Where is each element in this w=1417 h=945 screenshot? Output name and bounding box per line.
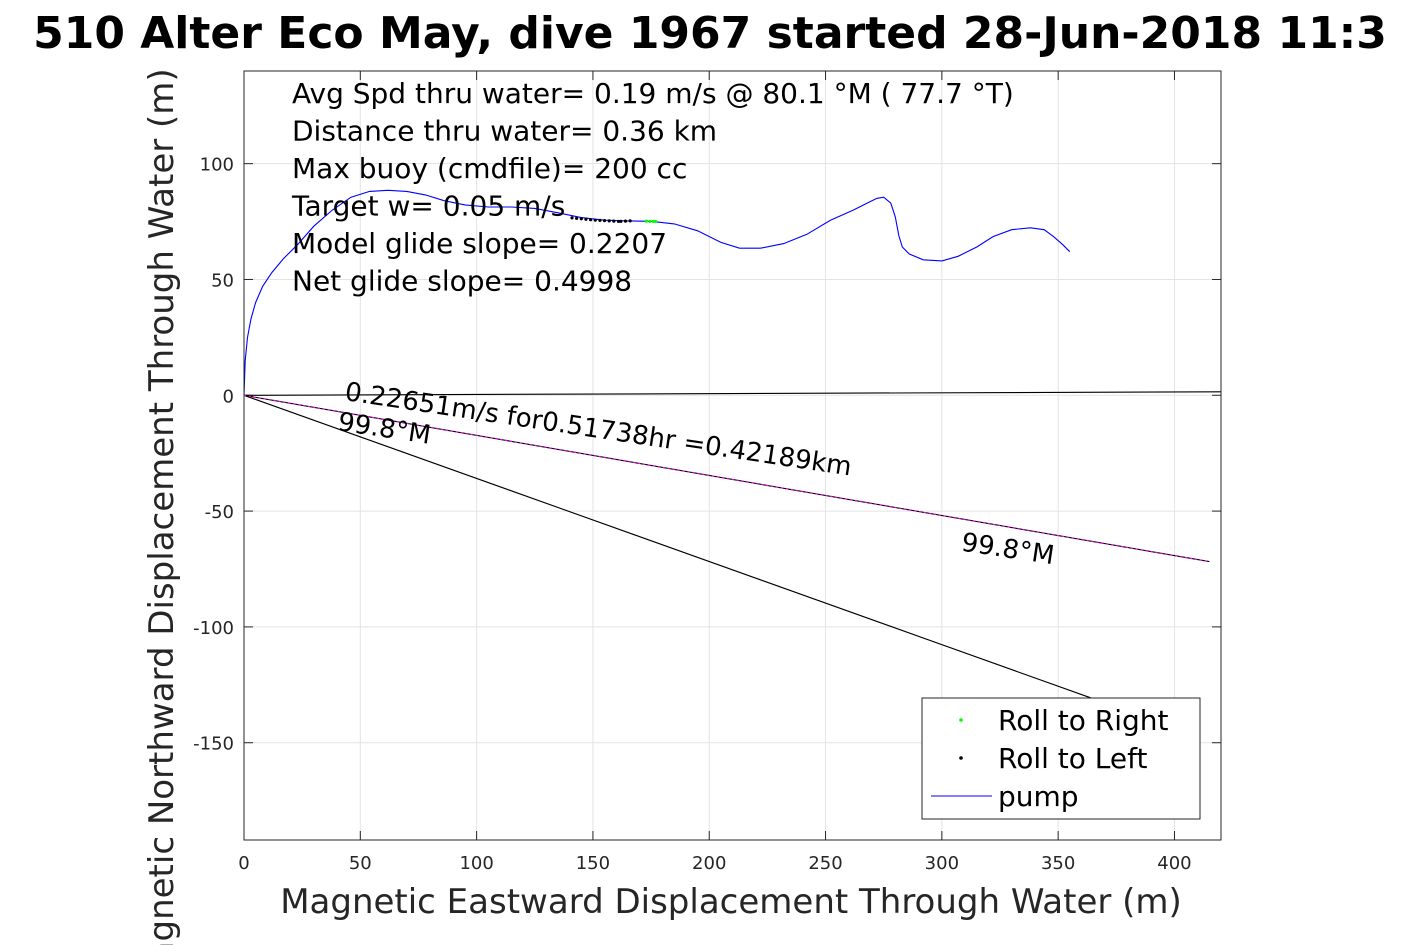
legend-marker xyxy=(959,756,963,760)
axis-ticks xyxy=(243,71,1221,840)
x-tick-label: 50 xyxy=(349,853,372,874)
x-tick-label: 100 xyxy=(459,853,493,874)
reference-line xyxy=(243,391,1222,396)
info-line: Max buoy (cmdfile)= 200 cc xyxy=(292,152,687,185)
plot-series xyxy=(243,189,1222,700)
x-tick-label: 400 xyxy=(1157,853,1191,874)
roll-to-left-point xyxy=(570,216,574,220)
y-tick-label: 100 xyxy=(200,155,234,176)
info-line: Target w= 0.05 m/s xyxy=(291,190,565,223)
reference-line xyxy=(243,394,1094,700)
roll-to-left-point xyxy=(589,218,593,222)
info-text-block: Avg Spd thru water= 0.19 m/s @ 80.1 °M (… xyxy=(291,77,1014,298)
x-tick-label: 350 xyxy=(1041,853,1075,874)
roll-to-left-point xyxy=(628,219,632,223)
x-tick-labels: 0 50 100 150 200 250 300 350 400 xyxy=(238,853,1191,874)
y-tick-label: 0 xyxy=(223,386,234,407)
roll-to-left-point xyxy=(619,219,623,223)
roll-to-right-point xyxy=(644,219,649,223)
y-tick-labels: -150 -100 -50 0 50 100 xyxy=(193,155,234,755)
roll-to-left-point xyxy=(584,217,588,221)
y-tick-label: -150 xyxy=(193,734,234,755)
x-tick-label: 150 xyxy=(576,853,610,874)
info-line: Avg Spd thru water= 0.19 m/s @ 80.1 °M (… xyxy=(292,77,1014,110)
roll-to-right-point xyxy=(651,219,656,223)
axes-box xyxy=(243,70,1222,841)
roll-to-left-point xyxy=(598,218,602,222)
roll-to-left-point xyxy=(623,219,628,223)
roll-to-left-point xyxy=(607,219,611,223)
legend: Roll to Right Roll to Left pump xyxy=(921,697,1201,820)
roll-to-left-point xyxy=(612,219,616,223)
y-axis-label: Magnetic Northward Displacement Through … xyxy=(142,68,182,945)
roll-to-left-point xyxy=(593,218,597,222)
pump-series-line xyxy=(243,189,1071,396)
roll-to-right-point xyxy=(648,219,652,223)
roll-to-right-point xyxy=(654,219,658,224)
legend-label: Roll to Right xyxy=(998,704,1169,737)
y-tick-label: 50 xyxy=(211,270,234,291)
y-tick-label: -50 xyxy=(205,502,234,523)
chart-title: 510 Alter Eco May, dive 1967 started 28-… xyxy=(33,8,1387,59)
info-line: Net glide slope= 0.4998 xyxy=(292,265,632,298)
x-tick-label: 200 xyxy=(692,853,726,874)
info-line: Distance thru water= 0.36 km xyxy=(292,115,717,148)
legend-marker xyxy=(959,718,963,722)
info-line: Model glide slope= 0.2207 xyxy=(292,227,667,260)
roll-to-left-point xyxy=(575,216,579,220)
legend-label: pump xyxy=(998,780,1079,813)
annotations: 0.22651m/s for0.51738hr =0.42189km99.8°M… xyxy=(336,377,1056,571)
roll-to-left-point xyxy=(616,219,621,223)
magenta-dashed-line xyxy=(243,394,1210,563)
chart-annotation: 99.8°M xyxy=(959,528,1056,571)
x-tick-label: 0 xyxy=(238,853,249,874)
x-tick-label: 300 xyxy=(925,853,959,874)
roll-to-left-point xyxy=(602,219,607,223)
legend-box xyxy=(921,697,1201,820)
grid-lines xyxy=(243,71,1221,840)
x-axis-label: Magnetic Eastward Displacement Through W… xyxy=(280,882,1182,922)
roll-to-left-point xyxy=(579,217,583,221)
x-tick-label: 250 xyxy=(808,853,842,874)
y-tick-label: -100 xyxy=(193,618,234,639)
legend-label: Roll to Left xyxy=(998,742,1147,775)
